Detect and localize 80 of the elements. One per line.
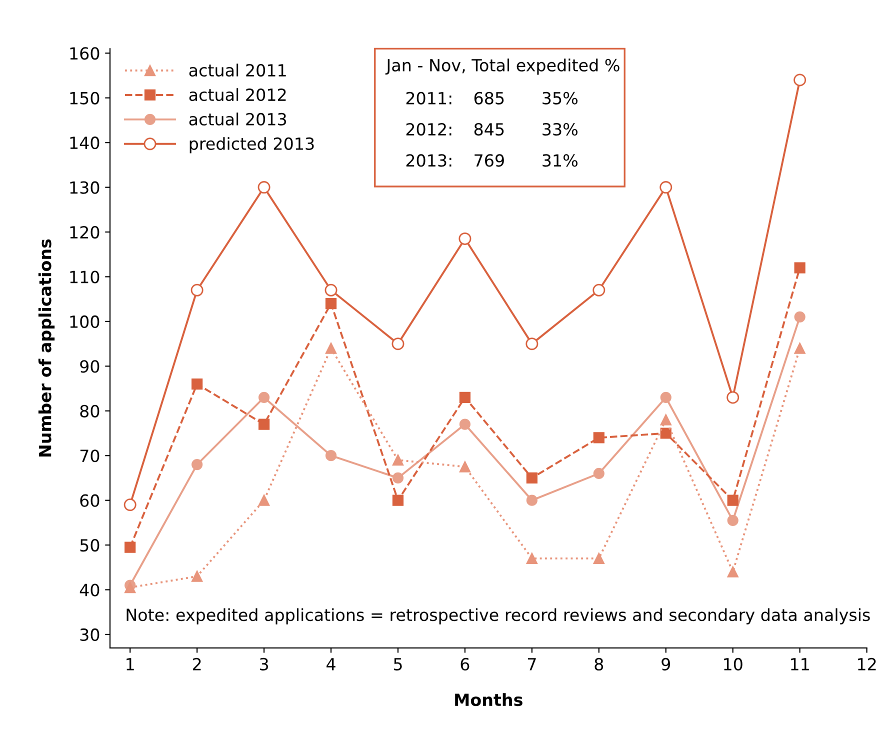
legend-label: predicted 2013 — [190, 137, 314, 154]
legend-label: actual 2013 — [189, 112, 286, 126]
annotation: Jan - Nov, Total expedited % — [385, 58, 620, 75]
point — [593, 432, 604, 444]
point — [727, 566, 738, 578]
x-tick-label: 7 — [528, 658, 536, 670]
point — [726, 391, 740, 404]
point — [459, 418, 471, 430]
point — [192, 458, 203, 470]
legend-label: actual 2011 — [189, 64, 286, 77]
point — [324, 284, 338, 296]
point — [459, 461, 471, 472]
y-tick-label: 40 — [80, 584, 100, 596]
point — [258, 494, 270, 506]
y-tick-label: 100 — [70, 315, 100, 328]
point — [660, 428, 672, 439]
y-tick-label: 140 — [70, 136, 100, 150]
y-tick-label: 130 — [70, 181, 100, 194]
point — [392, 338, 404, 350]
point — [660, 414, 672, 426]
point — [192, 570, 203, 582]
point — [392, 472, 404, 484]
y-tick-label: 90 — [80, 360, 100, 373]
point — [660, 392, 672, 404]
x-tick-label: 2 — [192, 658, 201, 670]
point — [660, 181, 672, 194]
point — [592, 284, 606, 296]
x-tick-label: 11 — [791, 658, 809, 670]
point — [392, 454, 404, 466]
point — [258, 392, 270, 404]
x-tick-label: 9 — [662, 658, 670, 671]
y-tick-label: 70 — [80, 450, 100, 462]
point — [526, 472, 538, 484]
point — [325, 450, 337, 462]
point — [190, 284, 204, 296]
point — [526, 338, 538, 350]
point — [593, 468, 604, 480]
point — [124, 582, 136, 594]
y-tick-label: 50 — [80, 539, 100, 552]
point — [258, 181, 270, 194]
point — [392, 494, 404, 506]
y-tick-label: 120 — [70, 226, 100, 239]
y-tick-label: 150 — [70, 92, 100, 104]
x-tick-label: 6 — [460, 658, 470, 671]
point — [124, 498, 136, 512]
y-tick-label: 160 — [70, 47, 100, 60]
point — [124, 542, 136, 553]
point — [794, 311, 806, 323]
y-tick-label: 80 — [80, 404, 100, 418]
point — [794, 74, 806, 86]
y-tick-label: 110 — [70, 270, 100, 284]
x-tick-label: 1 — [126, 658, 134, 670]
point — [258, 418, 270, 430]
point — [593, 552, 604, 564]
x-tick-label: 5 — [394, 658, 402, 671]
point — [192, 378, 203, 390]
text: 2012: 845 33% — [406, 123, 578, 136]
point — [458, 232, 472, 245]
legend-label: actual 2012 — [189, 88, 286, 102]
x-axis-title: Months — [455, 693, 522, 706]
y-tick-label: 60 — [80, 494, 100, 507]
point — [794, 342, 806, 354]
text: 2013: 769 31% — [406, 154, 578, 167]
annotation: Note: expedited applications = retrospective record reviews and secondary data analysis — [126, 608, 870, 624]
x-tick-label: 8 — [594, 658, 604, 671]
y-axis-title: Number of applications — [38, 239, 55, 457]
x-tick-label: 12 — [858, 658, 876, 670]
point — [459, 392, 471, 404]
y-tick-label: 30 — [80, 628, 100, 642]
x-tick-label: 4 — [326, 658, 336, 670]
text: 2011: 685 35% — [406, 92, 578, 104]
x-tick-label: 10 — [724, 658, 742, 671]
point — [727, 494, 738, 506]
x-tick-label: 3 — [260, 658, 268, 671]
point — [325, 342, 337, 354]
point — [526, 494, 538, 506]
point — [727, 514, 738, 526]
point — [526, 552, 538, 564]
point — [325, 298, 337, 310]
point — [794, 262, 806, 274]
